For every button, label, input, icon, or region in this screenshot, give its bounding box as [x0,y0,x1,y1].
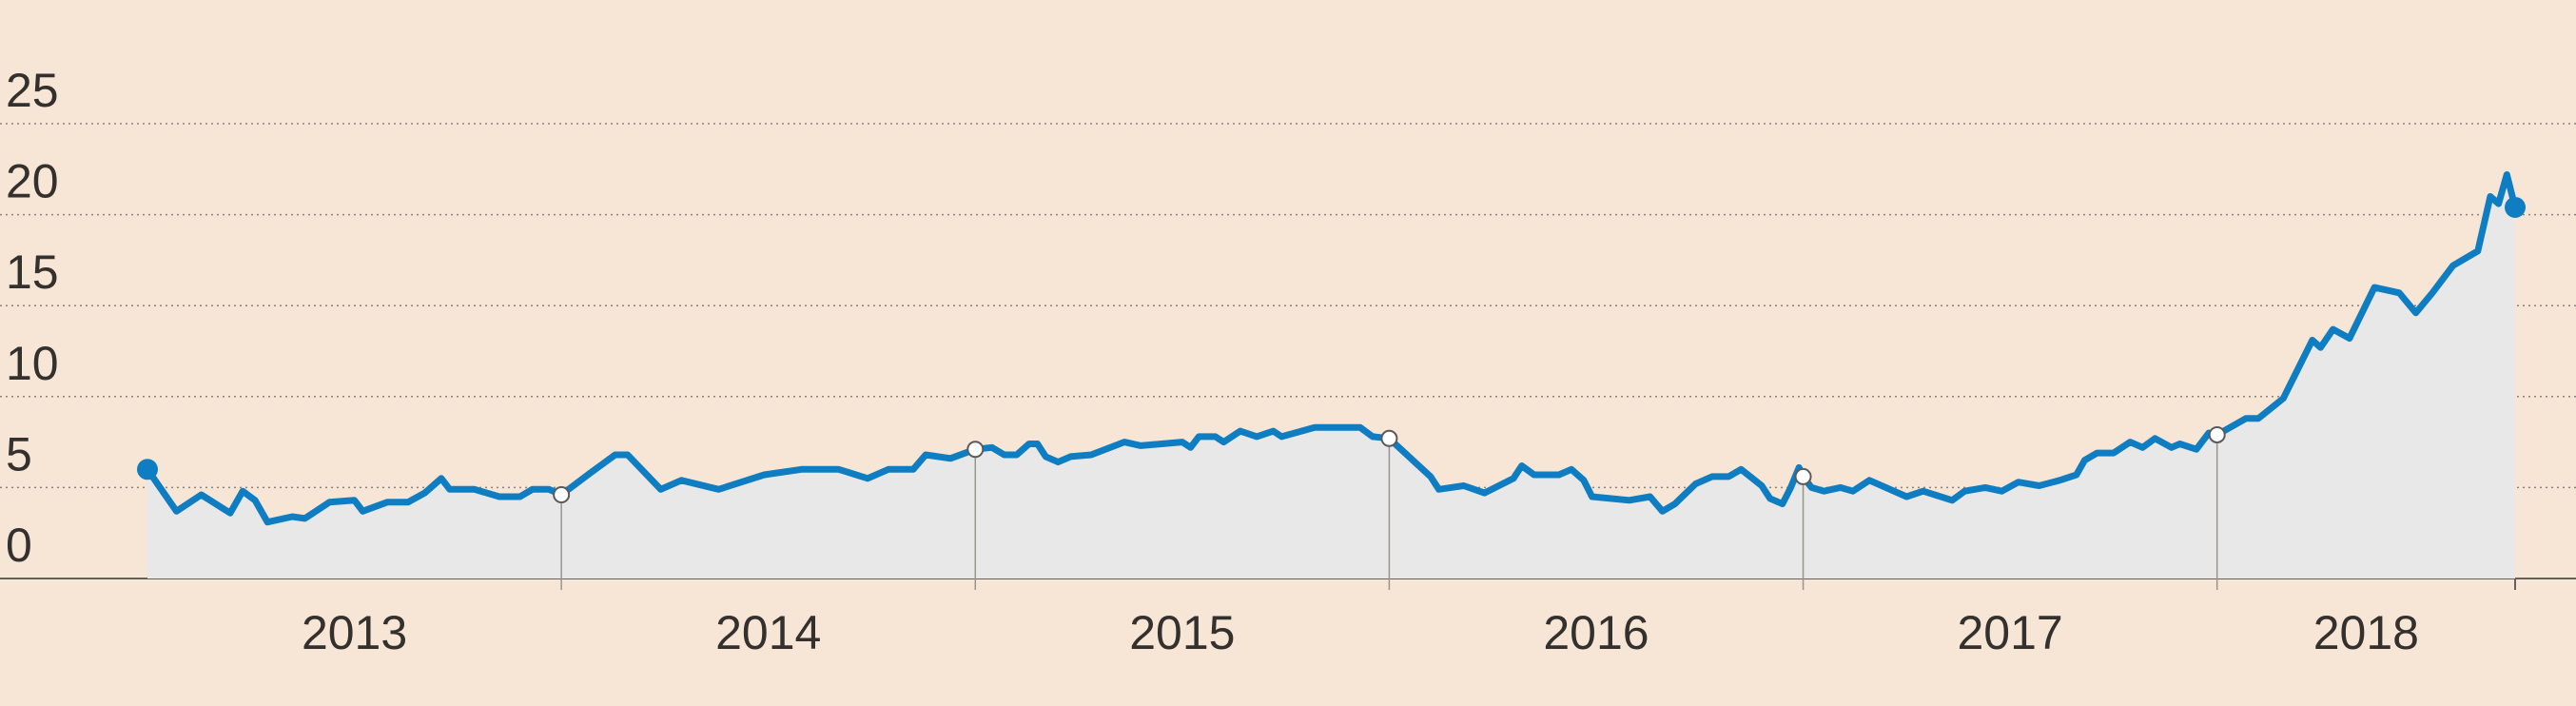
year-marker [966,441,985,459]
x-tick-label: 2014 [715,606,821,659]
year-marker [1794,467,1812,485]
end-marker [137,459,158,480]
x-tick-label: 2016 [1543,606,1649,659]
x-tick-label: 2018 [2313,606,2419,659]
y-tick-label: 25 [6,64,59,117]
year-marker [1380,429,1398,447]
y-tick-label: 20 [6,155,59,208]
y-tick-label: 15 [6,245,59,299]
y-tick-label: 5 [6,427,32,480]
year-marker [553,486,571,504]
x-tick-label: 2017 [1958,606,2063,659]
x-tick-label: 2013 [302,606,407,659]
end-marker [2505,196,2526,218]
year-marker [2208,425,2226,443]
y-tick-label: 0 [6,519,32,572]
area [147,174,2515,579]
y-tick-label: 10 [6,337,59,390]
x-tick-label: 2015 [1129,606,1235,659]
